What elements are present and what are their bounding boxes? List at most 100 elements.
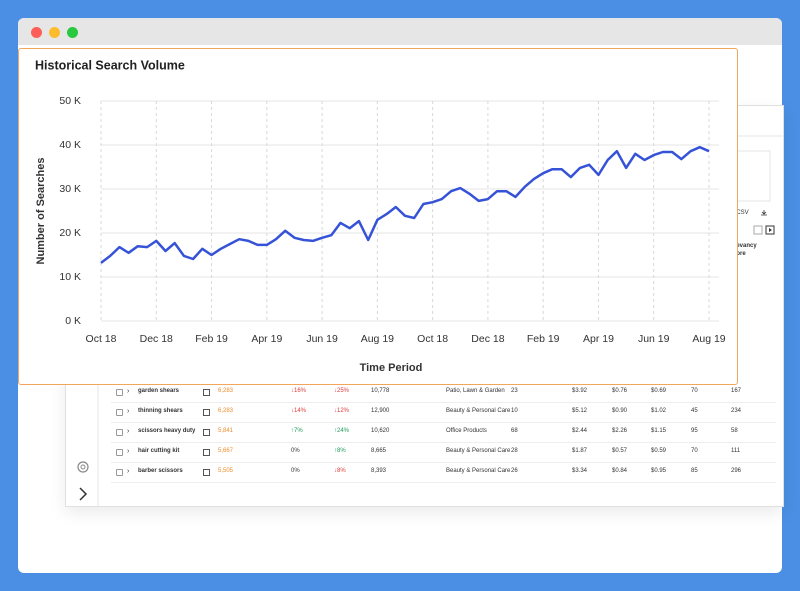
external-link[interactable] <box>203 449 210 456</box>
download-icon[interactable] <box>761 210 767 216</box>
table-cell: 12,900 <box>371 408 390 414</box>
x-tick-label: Feb 19 <box>527 333 560 345</box>
table-cell: $1.15 <box>651 428 667 434</box>
settings-icon[interactable] <box>77 461 89 473</box>
x-tick-label: Apr 19 <box>251 333 282 345</box>
y-axis-label: Number of Searches <box>35 158 47 265</box>
search-volume-line <box>100 145 710 264</box>
table-cell: Patio, Lawn & Garden <box>446 388 505 394</box>
external-link[interactable] <box>203 409 210 416</box>
expand-row[interactable]: › <box>127 408 130 415</box>
table-cell: 70 <box>691 448 698 454</box>
x-axis-label: Time Period <box>360 362 423 374</box>
x-tick-label: Oct 18 <box>86 333 117 345</box>
table-cell: $0.59 <box>651 448 667 454</box>
x-tick-label: Aug 19 <box>692 333 725 345</box>
column-header: Relevancy <box>727 243 757 249</box>
table-cell: 26 <box>511 468 518 474</box>
keyword[interactable]: thinning shears <box>138 408 183 414</box>
y-tick-label: 20 K <box>59 227 81 239</box>
checkbox[interactable] <box>116 449 123 456</box>
expand-icon[interactable] <box>79 487 88 501</box>
settings-icon-core <box>80 464 86 470</box>
table-cell: 5,841 <box>218 428 234 434</box>
chart: Historical Search Volume Time Period Num… <box>35 58 726 374</box>
table-cell: 85 <box>691 468 698 474</box>
table-cell: 167 <box>731 388 742 394</box>
expand-row[interactable]: › <box>127 388 130 395</box>
row-divider <box>111 402 776 403</box>
row-divider <box>111 442 776 443</box>
table-cell: $0.84 <box>612 468 628 474</box>
table-cell: ↓8% <box>334 468 346 474</box>
table-cell: $3.92 <box>572 388 588 394</box>
expand-row[interactable]: › <box>127 448 130 455</box>
external-link[interactable] <box>203 429 210 436</box>
table-cell: 45 <box>691 408 698 414</box>
table-cell: $2.44 <box>572 428 588 434</box>
y-tick-label: 50 K <box>59 95 81 107</box>
minimize-button[interactable] <box>49 27 60 38</box>
table-cell: ↓16% <box>291 388 307 394</box>
checkbox[interactable] <box>116 429 123 436</box>
table-cell: 6,283 <box>218 408 234 414</box>
x-tick-label: Aug 19 <box>361 333 394 345</box>
table-cell: 95 <box>691 428 698 434</box>
chart-title: Historical Search Volume <box>35 58 185 72</box>
table-cell: 10 <box>511 408 518 414</box>
y-tick-label: 40 K <box>59 139 81 151</box>
next-arrow <box>769 228 772 232</box>
table-cell: 8,665 <box>371 448 387 454</box>
table-cell: ↓12% <box>334 408 350 414</box>
table-cell: 68 <box>511 428 518 434</box>
keyword[interactable]: scissors heavy duty <box>138 428 196 434</box>
table-cell: 234 <box>731 408 742 414</box>
table-cell: $3.34 <box>572 468 588 474</box>
table-cell: ↑24% <box>334 428 350 434</box>
table-cell: 10,778 <box>371 388 390 394</box>
table-cell: ↓25% <box>334 388 350 394</box>
table-cell: Beauty & Personal Care <box>446 448 511 454</box>
checkbox[interactable] <box>116 409 123 416</box>
table-cell: $2.26 <box>612 428 628 434</box>
keyword[interactable]: garden shears <box>138 388 180 394</box>
y-tick-label: 0 K <box>65 315 81 327</box>
table-cell: ↑8% <box>334 448 346 454</box>
checkbox[interactable] <box>116 469 123 476</box>
row-divider <box>111 422 776 423</box>
table-cell: $0.57 <box>612 448 628 454</box>
y-tick-label: 30 K <box>59 183 81 195</box>
table-cell: ↓14% <box>291 408 307 414</box>
table-cell: $5.12 <box>572 408 588 414</box>
external-link[interactable] <box>203 389 210 396</box>
table-cell: 10,620 <box>371 428 390 434</box>
maximize-button[interactable] <box>67 27 78 38</box>
table-cell: Beauty & Personal Care <box>446 468 511 474</box>
table-cell: 8,393 <box>371 468 387 474</box>
external-link[interactable] <box>203 469 210 476</box>
prev-page[interactable] <box>753 225 763 235</box>
row-divider <box>111 462 776 463</box>
table-cell: 5,505 <box>218 468 234 474</box>
expand-row[interactable]: › <box>127 428 130 435</box>
table-cell: $0.69 <box>651 388 667 394</box>
table-cell: 58 <box>731 428 738 434</box>
x-tick-label: Jun 19 <box>638 333 670 345</box>
table-cell: 5,667 <box>218 448 234 454</box>
row-divider <box>111 482 776 483</box>
keyword[interactable]: barber scissors <box>138 468 183 474</box>
checkbox[interactable] <box>116 389 123 396</box>
x-tick-label: Jun 19 <box>306 333 338 345</box>
keyword[interactable]: hair cutting kit <box>138 448 180 454</box>
table-cell: $0.95 <box>651 468 667 474</box>
x-tick-label: Feb 19 <box>195 333 228 345</box>
x-tick-label: Oct 18 <box>417 333 448 345</box>
table-cell: $0.76 <box>612 388 628 394</box>
table-cell: $1.02 <box>651 408 667 414</box>
table-cell: Office Products <box>446 428 487 434</box>
table-cell: 296 <box>731 468 742 474</box>
chart-card: Historical Search Volume Time Period Num… <box>18 48 738 385</box>
expand-row[interactable]: › <box>127 468 130 475</box>
table-cell: 111 <box>731 448 741 454</box>
close-button[interactable] <box>31 27 42 38</box>
